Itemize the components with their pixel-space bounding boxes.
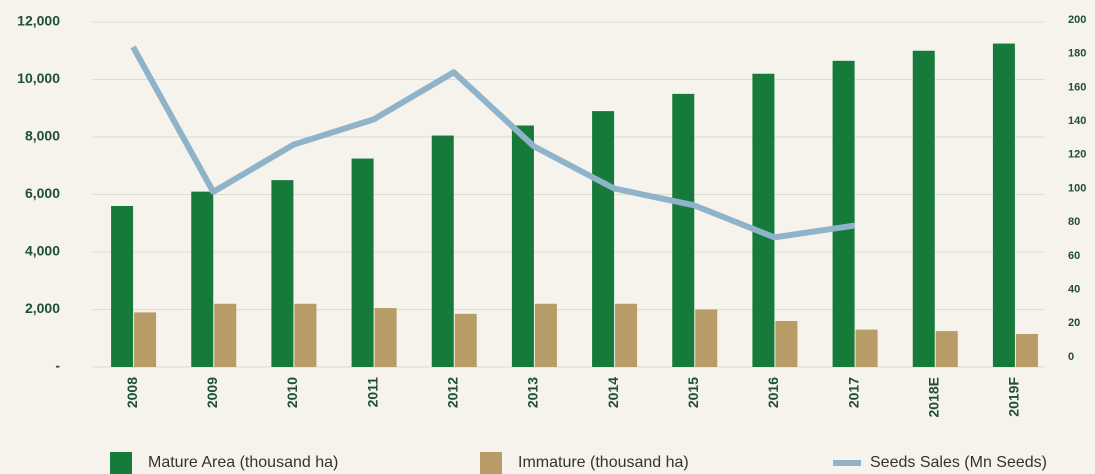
legend-swatch: [480, 452, 502, 474]
y2-tick-label: 20: [1068, 317, 1080, 329]
bar: [775, 321, 798, 367]
bar: [695, 309, 718, 367]
bar: [992, 43, 1015, 367]
y2-tick-label: 80: [1068, 216, 1080, 228]
x-tick-label: 2016: [765, 377, 781, 408]
bar: [912, 50, 935, 367]
bar: [111, 206, 134, 367]
y-tick-label: 2,000: [25, 300, 60, 316]
bar: [351, 158, 374, 367]
x-tick-label: 2008: [124, 377, 140, 408]
x-tick-label: 2017: [845, 377, 861, 408]
y2-tick-label: 180: [1068, 48, 1086, 60]
legend-swatch: [833, 460, 861, 466]
bar: [615, 303, 638, 367]
bar: [374, 308, 397, 367]
bar: [832, 60, 855, 367]
y2-tick-label: 0: [1068, 351, 1074, 363]
y-tick-label: 6,000: [25, 185, 60, 201]
y2-tick-label: 60: [1068, 250, 1080, 262]
legend-label: Seeds Sales (Mn Seeds): [870, 454, 1047, 471]
y2-tick-label: 120: [1068, 149, 1086, 161]
bar: [1015, 333, 1038, 367]
bar: [271, 180, 294, 367]
bar: [672, 93, 695, 367]
legend-label: Immature (thousand ha): [518, 454, 689, 471]
x-tick-label: 2015: [685, 377, 701, 408]
bar: [752, 73, 775, 367]
bar: [454, 313, 477, 367]
x-tick-label: 2019F: [1006, 377, 1022, 417]
bar: [134, 312, 157, 367]
y2-tick-label: 100: [1068, 182, 1086, 194]
bar: [511, 125, 534, 367]
x-tick-label: 2010: [284, 377, 300, 408]
line: [130, 45, 856, 241]
bar: [214, 303, 237, 367]
x-tick-label: 2014: [605, 377, 621, 408]
legend-swatch: [110, 452, 132, 474]
bar: [191, 191, 214, 367]
x-tick-label: 2012: [444, 377, 460, 408]
x-tick-label: 2018E: [925, 377, 941, 417]
y2-tick-label: 40: [1068, 284, 1080, 296]
y-tick-label: 4,000: [25, 243, 60, 259]
bar: [935, 331, 958, 367]
x-tick-label: 2009: [204, 377, 220, 408]
legend-label: Mature Area (thousand ha): [148, 454, 338, 471]
y-tick-label: -: [55, 358, 60, 374]
y2-tick-label: 140: [1068, 115, 1086, 127]
y-tick-label: 8,000: [25, 128, 60, 144]
y-tick-label: 10,000: [17, 70, 60, 86]
bar: [855, 329, 878, 367]
bar: [294, 303, 317, 367]
x-tick-label: 2011: [364, 377, 380, 408]
y-tick-label: 12,000: [17, 13, 60, 29]
y2-tick-label: 200: [1068, 14, 1086, 26]
y2-tick-label: 160: [1068, 81, 1086, 93]
bar: [431, 135, 454, 367]
x-tick-label: 2013: [525, 377, 541, 408]
bar: [534, 303, 557, 367]
bar: [592, 111, 615, 367]
